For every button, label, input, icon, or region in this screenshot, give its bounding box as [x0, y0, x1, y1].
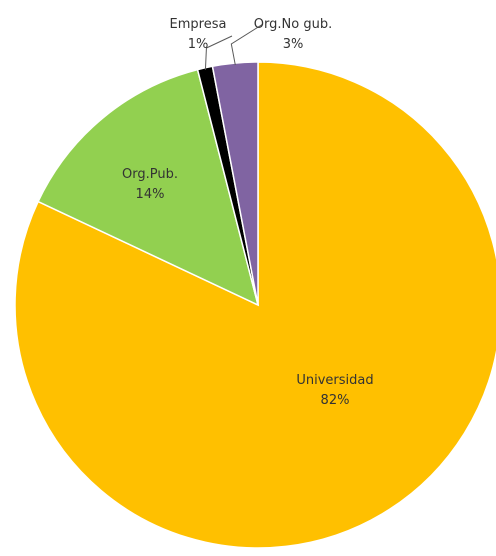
leader-line-org-no-gub	[230, 23, 264, 66]
pie-slice-org-pub	[37, 68, 260, 307]
slice-value-empresa: 1%	[188, 37, 209, 52]
slice-value-org-pub: 14%	[136, 187, 165, 202]
slice-label-empresa: Empresa	[170, 17, 227, 32]
pie-slice-universidad	[14, 61, 496, 549]
slice-labels: Universidad 82% Org.Pub. 14% Empresa 1% Org.No…	[122, 17, 374, 408]
leader-lines	[204, 23, 264, 70]
pie-slices	[14, 61, 496, 549]
slice-value-universidad: 82%	[321, 393, 350, 408]
slice-label-org-pub: Org.Pub.	[122, 167, 178, 182]
leader-line-empresa	[204, 35, 233, 70]
slice-value-org-no-gub: 3%	[283, 37, 304, 52]
slice-label-universidad: Universidad	[296, 373, 373, 388]
slice-label-org-no-gub: Org.No gub.	[254, 17, 332, 32]
